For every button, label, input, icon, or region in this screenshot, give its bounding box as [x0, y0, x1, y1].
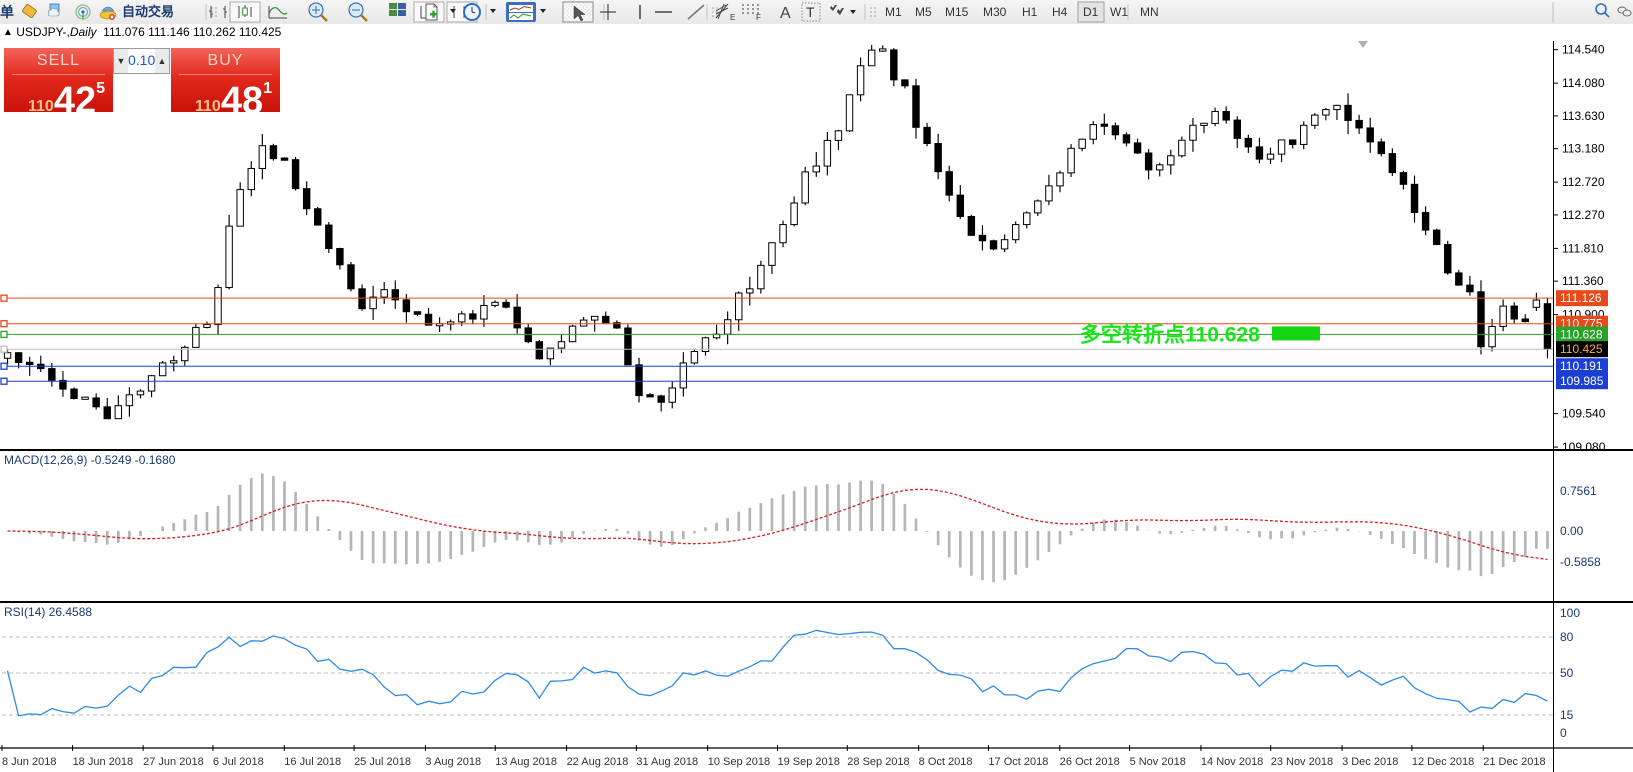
svg-text:23 Nov 2018: 23 Nov 2018	[1271, 756, 1333, 768]
svg-text:26 Oct 2018: 26 Oct 2018	[1060, 756, 1120, 768]
svg-text:17 Oct 2018: 17 Oct 2018	[988, 756, 1048, 768]
svg-text:110.191: 110.191	[1560, 359, 1603, 373]
svg-text:H1: H1	[1022, 5, 1038, 19]
svg-text:多空转折点110.628: 多空转折点110.628	[1080, 322, 1260, 346]
svg-text:113.180: 113.180	[1562, 142, 1605, 156]
svg-text:111.810: 111.810	[1562, 241, 1604, 255]
svg-text:110.425: 110.425	[1560, 342, 1603, 356]
svg-text:25 Jul 2018: 25 Jul 2018	[354, 756, 411, 768]
svg-text:H4: H4	[1052, 5, 1068, 19]
svg-text:112.270: 112.270	[1562, 208, 1605, 222]
svg-text:-0.5858: -0.5858	[1560, 555, 1601, 569]
svg-text:109.540: 109.540	[1562, 407, 1606, 421]
svg-text:14 Nov 2018: 14 Nov 2018	[1201, 756, 1263, 768]
svg-text:13 Aug 2018: 13 Aug 2018	[495, 756, 557, 768]
svg-text:M1: M1	[885, 5, 902, 19]
svg-text:110.628: 110.628	[1560, 327, 1603, 341]
svg-text:15: 15	[1560, 708, 1574, 722]
svg-text:109.080: 109.080	[1562, 440, 1606, 449]
svg-text:114.080: 114.080	[1562, 76, 1605, 90]
svg-text:6 Jul 2018: 6 Jul 2018	[213, 756, 264, 768]
svg-text:A: A	[780, 5, 791, 22]
svg-text:109.985: 109.985	[1560, 374, 1604, 388]
svg-text:0.7561: 0.7561	[1560, 484, 1597, 498]
svg-text:自动交易: 自动交易	[122, 4, 174, 19]
svg-text:D1: D1	[1083, 5, 1099, 19]
svg-text:MN: MN	[1140, 5, 1159, 19]
svg-text:80: 80	[1560, 630, 1574, 644]
svg-text:T: T	[806, 4, 815, 20]
svg-text:21 Dec 2018: 21 Dec 2018	[1483, 756, 1545, 768]
svg-text:31 Aug 2018: 31 Aug 2018	[636, 756, 698, 768]
svg-text:M5: M5	[915, 5, 932, 19]
svg-text:114.540: 114.540	[1562, 43, 1605, 57]
svg-text:111.360: 111.360	[1562, 274, 1604, 288]
svg-text:111.126: 111.126	[1560, 291, 1602, 305]
svg-text:8 Jun 2018: 8 Jun 2018	[2, 756, 56, 768]
svg-text:F: F	[756, 13, 761, 22]
svg-text:27 Jun 2018: 27 Jun 2018	[143, 756, 204, 768]
svg-text:18 Jun 2018: 18 Jun 2018	[73, 756, 134, 768]
svg-text:0: 0	[1560, 726, 1567, 740]
svg-text:112.720: 112.720	[1562, 175, 1605, 189]
svg-text:0.00: 0.00	[1560, 524, 1584, 538]
svg-text:E: E	[730, 13, 735, 22]
svg-text:W1: W1	[1110, 5, 1128, 19]
svg-text:M15: M15	[945, 5, 969, 19]
svg-text:3 Aug 2018: 3 Aug 2018	[425, 756, 481, 768]
svg-text:8 Oct 2018: 8 Oct 2018	[919, 756, 973, 768]
svg-text:16 Jul 2018: 16 Jul 2018	[284, 756, 341, 768]
svg-text:113.630: 113.630	[1562, 109, 1605, 123]
svg-text:50: 50	[1560, 666, 1574, 680]
svg-text:100: 100	[1560, 606, 1580, 620]
svg-text:3 Dec 2018: 3 Dec 2018	[1342, 756, 1398, 768]
svg-text:28 Sep 2018: 28 Sep 2018	[847, 756, 909, 768]
svg-text:12 Dec 2018: 12 Dec 2018	[1412, 756, 1474, 768]
svg-text:10 Sep 2018: 10 Sep 2018	[708, 756, 770, 768]
svg-text:22 Aug 2018: 22 Aug 2018	[567, 756, 629, 768]
svg-text:M30: M30	[983, 5, 1007, 19]
svg-text:5 Nov 2018: 5 Nov 2018	[1130, 756, 1186, 768]
svg-text:19 Sep 2018: 19 Sep 2018	[778, 756, 840, 768]
